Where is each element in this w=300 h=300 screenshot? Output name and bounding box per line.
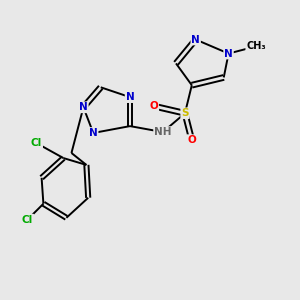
Text: N: N: [126, 92, 134, 102]
Text: Cl: Cl: [31, 138, 42, 148]
Text: N: N: [191, 34, 200, 44]
Text: NH: NH: [154, 127, 172, 137]
Text: N: N: [79, 102, 88, 112]
Text: N: N: [89, 128, 98, 138]
Text: N: N: [224, 49, 233, 58]
Text: CH₃: CH₃: [246, 41, 266, 51]
Text: O: O: [188, 135, 196, 145]
Text: S: S: [181, 108, 189, 118]
Text: O: O: [149, 101, 158, 111]
Text: Cl: Cl: [22, 214, 33, 225]
